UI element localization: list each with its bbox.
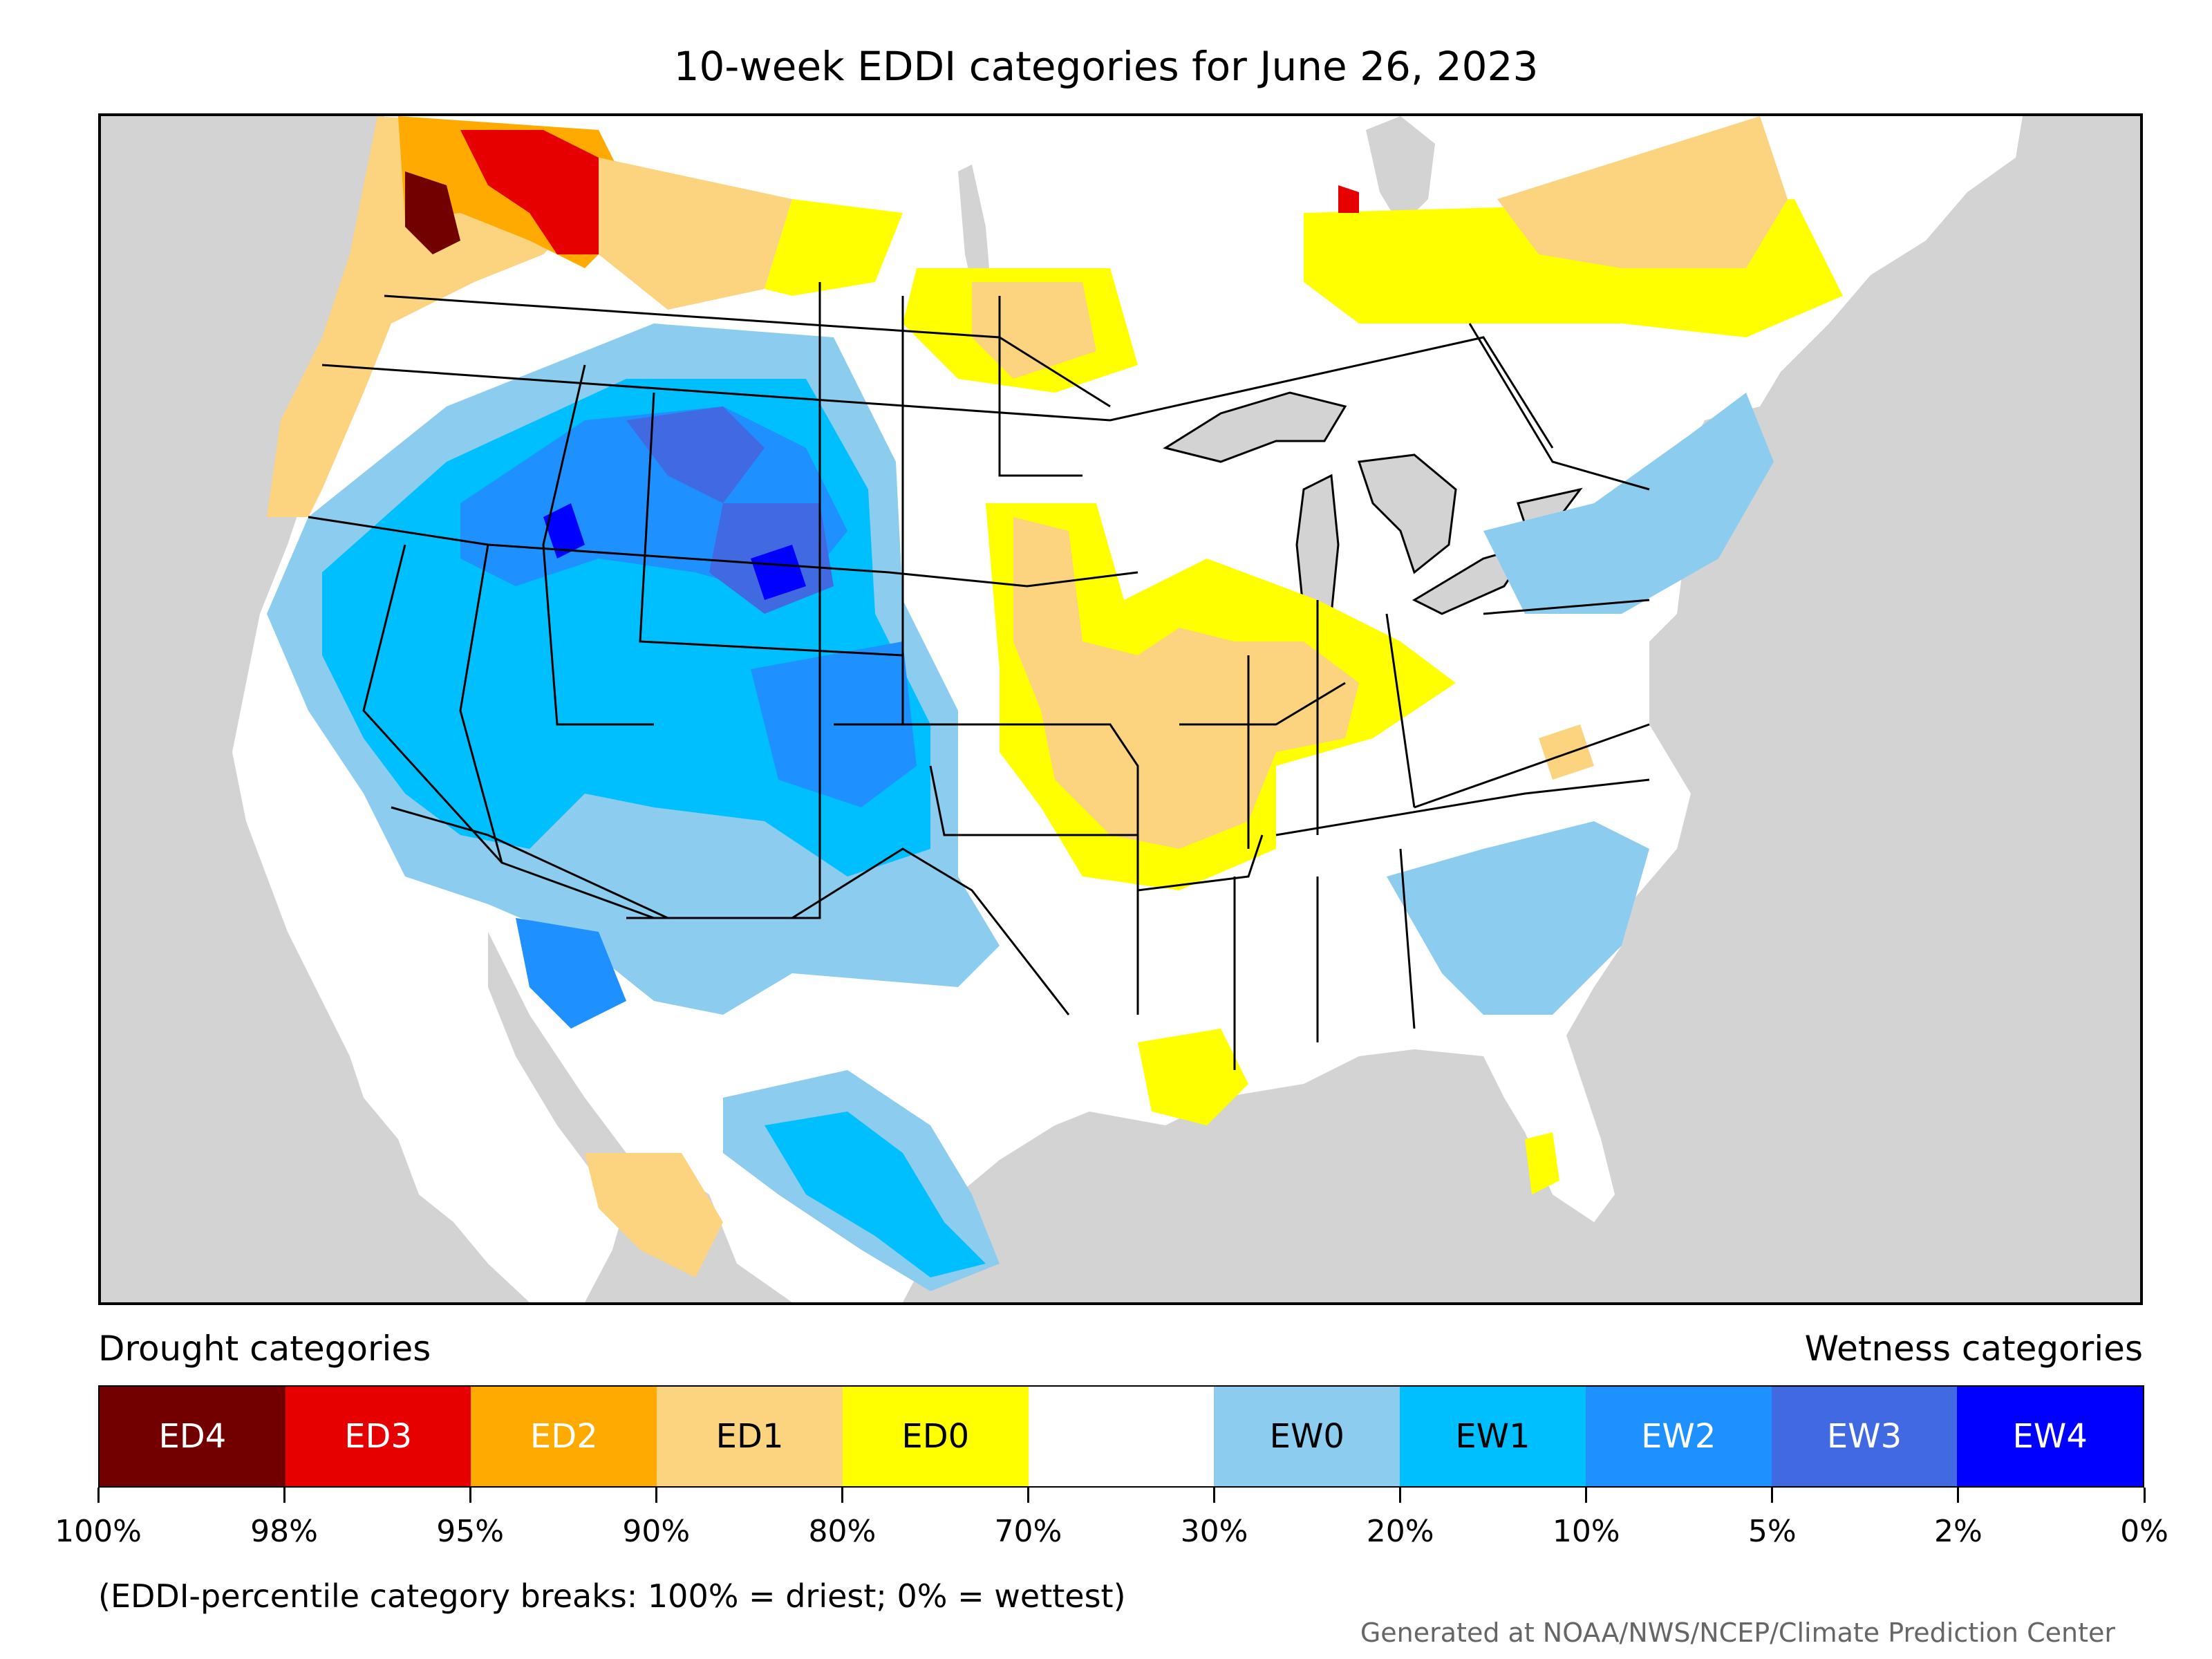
- colorbar-tick: [469, 1488, 471, 1503]
- colorbar-tick: [655, 1488, 657, 1503]
- drought-ed0-canada-west: [765, 199, 903, 296]
- drought-legend-heading: Drought categories: [98, 1329, 431, 1369]
- lake-nipigon: [1366, 116, 1435, 227]
- colorbar-tick-label: 80%: [808, 1514, 877, 1549]
- wet-ew4-idaho: [543, 503, 585, 559]
- colorbar-tick-label: 100%: [55, 1514, 142, 1549]
- legend-swatch-ed2: ED2: [471, 1387, 657, 1486]
- legend-swatch-neutral: [1028, 1387, 1215, 1486]
- colorbar-tick: [97, 1488, 100, 1503]
- colorbar-tick-label: 10%: [1552, 1514, 1620, 1549]
- colorbar-tick-label: 2%: [1934, 1514, 1983, 1549]
- map-title: 10-week EDDI categories for June 26, 202…: [673, 43, 1539, 90]
- colorbar-tick: [1027, 1488, 1029, 1503]
- lake-superior: [1163, 391, 1347, 463]
- legend-swatch-ew2: EW2: [1585, 1387, 1772, 1486]
- colorbar-tick: [1399, 1488, 1402, 1503]
- colorbar-tick-label: 70%: [994, 1514, 1062, 1549]
- drought-ed4-nw: [405, 171, 460, 254]
- wet-ew1-texas: [765, 1112, 986, 1277]
- legend-swatch-ew0: EW0: [1214, 1387, 1400, 1486]
- legend-swatch-ed1: ED1: [657, 1387, 843, 1486]
- colorbar-tick-label: 20%: [1366, 1514, 1434, 1549]
- drought-ed3-nw: [460, 130, 599, 254]
- state-borders: [308, 282, 1650, 1070]
- colorbar-tick-label: 30%: [1180, 1514, 1248, 1549]
- legend-swatch-ed3: ED3: [285, 1387, 471, 1486]
- colorbar-tick-label: 98%: [250, 1514, 318, 1549]
- colorbar-tick: [1957, 1488, 1960, 1503]
- colorbar-tick-label: 5%: [1747, 1514, 1797, 1549]
- category-colorbar: ED4 ED3 ED2 ED1 ED0 EW0 EW1 EW2 EW3 EW4: [98, 1385, 2144, 1488]
- legend-swatch-ew3: EW3: [1771, 1387, 1958, 1486]
- colorbar-tick-label: 95%: [436, 1514, 505, 1549]
- legend-swatch-ew1: EW1: [1400, 1387, 1586, 1486]
- drought-ed1-virginia: [1539, 724, 1594, 780]
- wet-ew2-arizona: [516, 918, 626, 1029]
- legend-swatch-ed0: ED0: [842, 1387, 1029, 1486]
- international-border: [384, 294, 1111, 1015]
- colorbar-tick-label: 0%: [2120, 1514, 2168, 1549]
- colorbar-tick: [283, 1488, 285, 1503]
- wet-ew0-southeast: [1387, 821, 1649, 1015]
- colorbar-tick-label: 90%: [622, 1514, 691, 1549]
- legend-swatch-ew4: EW4: [1957, 1387, 2144, 1486]
- drought-ed1-canada-west: [599, 158, 792, 310]
- gulf-of-california: [488, 932, 626, 1181]
- wet-ew0-northeast: [1483, 393, 1774, 614]
- drought-ed1-manitoba: [972, 282, 1096, 379]
- drought-ed0-gulf: [1138, 1029, 1248, 1125]
- eddi-map: [98, 113, 2143, 1305]
- colorbar-tick: [1585, 1488, 1588, 1503]
- drought-ed0-florida: [1525, 1132, 1559, 1194]
- colorbar-tick: [1213, 1488, 1216, 1503]
- colorbar-tick: [1771, 1488, 1774, 1503]
- drought-ed1-ontario: [1497, 116, 1788, 268]
- lake-huron: [1357, 453, 1457, 574]
- map-canvas: [232, 116, 2023, 1302]
- wet-ew3-wyoming: [626, 406, 765, 503]
- drought-ed1-mexico: [585, 1153, 723, 1277]
- colorbar-tick: [841, 1488, 843, 1503]
- colorbar-tick: [2143, 1488, 2146, 1503]
- category-note: (EDDI-percentile category breaks: 100% =…: [98, 1577, 1126, 1615]
- legend-swatch-ed4: ED4: [100, 1387, 285, 1486]
- wetness-legend-heading: Wetness categories: [1804, 1329, 2143, 1369]
- drought-ed3-ontario: [1338, 185, 1359, 213]
- drought-ed1-midwest: [1013, 517, 1359, 849]
- wet-ew4-wyoming: [751, 545, 806, 600]
- credit-line: Generated at NOAA/NWS/NCEP/Climate Predi…: [1360, 1618, 2115, 1648]
